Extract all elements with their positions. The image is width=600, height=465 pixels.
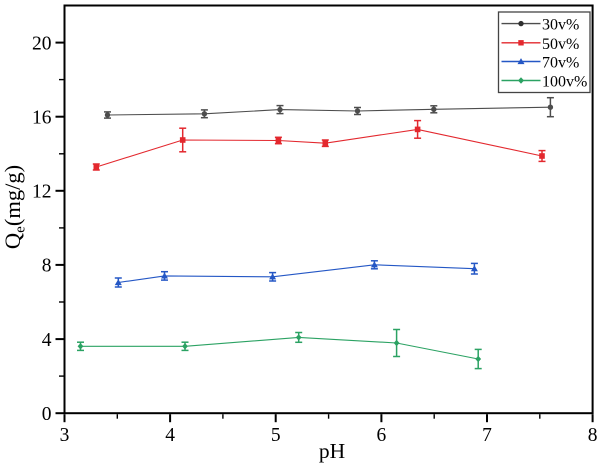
svg-text:8: 8	[42, 256, 52, 277]
svg-text:0: 0	[42, 404, 52, 425]
svg-text:3: 3	[60, 425, 70, 446]
svg-text:20: 20	[32, 33, 52, 54]
svg-text:12: 12	[32, 182, 52, 203]
svg-text:16: 16	[32, 108, 52, 129]
svg-text:4: 4	[42, 330, 52, 351]
svg-text:8: 8	[588, 425, 598, 446]
svg-text:70v%: 70v%	[542, 55, 579, 72]
svg-text:30v%: 30v%	[542, 17, 579, 34]
svg-text:4: 4	[165, 425, 175, 446]
svg-text:5: 5	[271, 425, 281, 446]
svg-text:Qe(mg/g): Qe(mg/g)	[0, 165, 28, 249]
svg-text:100v%: 100v%	[542, 74, 587, 91]
svg-text:6: 6	[377, 425, 387, 446]
svg-text:50v%: 50v%	[542, 36, 579, 53]
svg-text:pH: pH	[319, 439, 345, 463]
svg-text:7: 7	[482, 425, 492, 446]
